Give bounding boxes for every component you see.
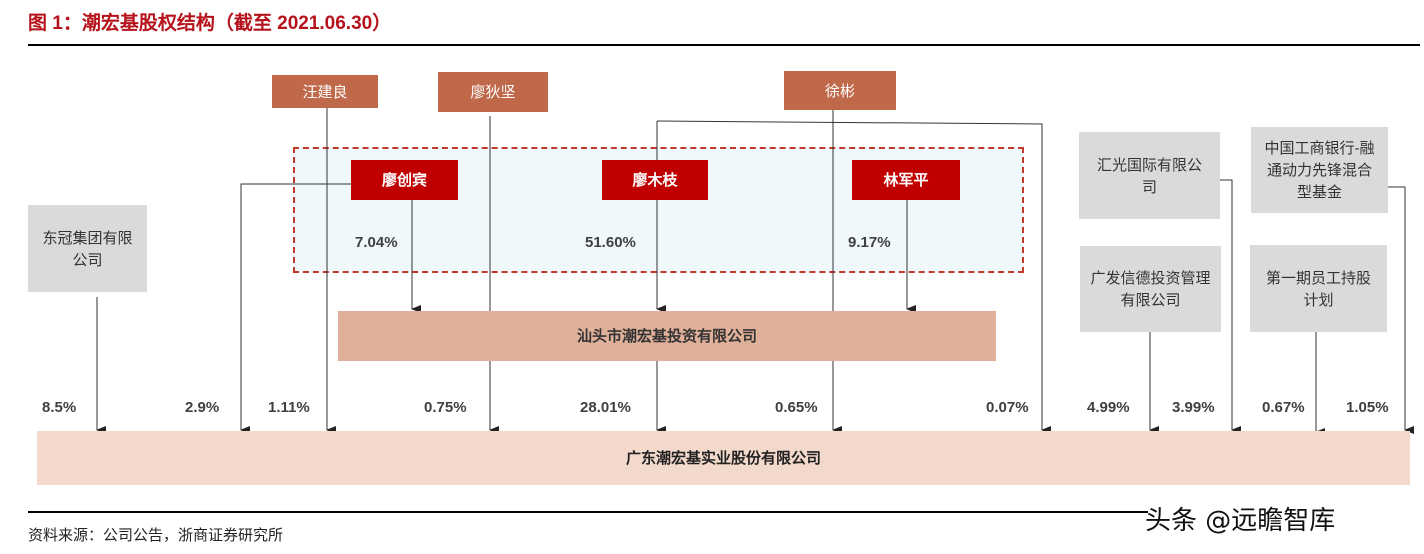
stake-xu-bin: 0.65% [775, 399, 818, 416]
figure-title: 图 1：潮宏基股权结构（截至 2021.06.30） [28, 13, 392, 34]
pct-lin-junping-holding: 9.17% [848, 234, 891, 251]
institution-huiguang: 汇光国际有限公司 [1079, 132, 1220, 219]
institution-gf-xinde: 广发信德投资管理有限公司 [1080, 246, 1221, 332]
stake-huiguang: 3.99% [1172, 399, 1215, 416]
line-huiguang [1220, 179, 1241, 434]
target-company-box: 广东潮宏基实业股份有限公司 [37, 431, 1410, 485]
line-liao-chuangbin-direct [240, 183, 351, 434]
institution-esop: 第一期员工持股计划 [1250, 245, 1387, 332]
pct-liao-muzhi-holding: 51.60% [585, 234, 636, 251]
stake-liao-muzhi: 0.07% [986, 399, 1029, 416]
stake-liao-chuangbin: 2.9% [185, 399, 220, 416]
shareholder-xu-bin: 徐彬 [784, 71, 896, 110]
pct-liao-chuangbin-holding: 7.04% [355, 234, 398, 251]
stake-wang-jianliang: 1.11% [268, 399, 310, 416]
stake-icbc-fund: 1.05% [1346, 399, 1389, 416]
line-liao-muzhi-direct [656, 120, 1051, 434]
institution-dongguan: 东冠集团有限公司 [28, 205, 147, 292]
shareholder-liao-chuangbin: 廖创宾 [351, 160, 458, 200]
institution-icbc-fund: 中国工商银行-融通动力先锋混合型基金 [1251, 127, 1388, 213]
stake-esop: 0.67% [1262, 399, 1305, 416]
footer-divider [28, 511, 1148, 513]
stake-gf-xinde: 4.99% [1087, 399, 1130, 416]
shareholder-wang-jianliang: 汪建良 [272, 75, 378, 108]
stake-holding-company: 28.01% [580, 399, 631, 416]
shareholder-liao-dijian: 廖狄坚 [438, 72, 548, 112]
source-note: 资料来源：公司公告，浙商证券研究所 [28, 526, 284, 544]
shareholder-liao-muzhi: 廖木枝 [602, 160, 708, 200]
line-icbc-fund [1388, 186, 1414, 434]
shareholder-lin-junping: 林军平 [852, 160, 960, 200]
title-divider [28, 44, 1420, 46]
holding-company-box: 汕头市潮宏基投资有限公司 [338, 311, 996, 361]
stake-liao-dijian: 0.75% [424, 399, 467, 416]
stake-dongguan: 8.5% [42, 399, 77, 416]
watermark: 头条 @远瞻智库 [1145, 506, 1336, 536]
